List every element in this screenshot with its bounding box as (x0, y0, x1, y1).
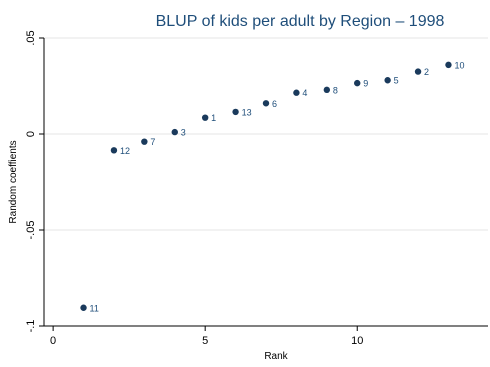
y-axis-ticks: -.1 -.05 0 .05 (25, 30, 44, 332)
data-point (354, 79, 361, 87)
data-point-label: 3 (181, 128, 186, 138)
data-point-label: 5 (394, 76, 399, 86)
data-point-label: 4 (302, 88, 307, 98)
data-point (110, 147, 118, 154)
data-point (323, 86, 331, 94)
x-tick-label: 0 (50, 335, 56, 347)
data-point-label: 8 (333, 85, 338, 95)
data-point (80, 304, 87, 311)
data-points: 11 12 7 3 1 13 6 4 8 9 5 2 10 (80, 60, 464, 313)
y-tick-label: -.1 (25, 320, 37, 333)
y-tick-label: -.05 (25, 221, 37, 240)
data-point-label: 13 (242, 107, 252, 117)
data-point (262, 100, 270, 107)
data-point-label: 11 (90, 303, 99, 313)
data-point-label: 6 (272, 99, 277, 109)
data-point (293, 89, 300, 96)
data-point-label: 12 (120, 146, 130, 156)
data-point (141, 138, 148, 145)
data-point-label: 7 (150, 137, 155, 147)
data-point-label: 2 (424, 67, 429, 77)
chart-title: BLUP of kids per adult by Region – 1998 (156, 13, 445, 30)
x-axis-label: Rank (264, 351, 288, 362)
data-point (414, 68, 422, 75)
data-point (171, 128, 178, 136)
data-point (384, 77, 391, 84)
y-tick-label: 0 (25, 131, 37, 137)
y-tick-label: .05 (25, 30, 37, 45)
data-point (445, 61, 452, 69)
x-axis-ticks: 0 5 10 (50, 326, 363, 347)
data-point-label: 1 (211, 113, 216, 123)
y-axis-label: Random coeffients (8, 140, 19, 223)
x-tick-label: 5 (202, 335, 208, 347)
data-point (232, 108, 239, 116)
data-point-label: 10 (454, 60, 464, 70)
data-point (201, 114, 209, 121)
data-point-label: 9 (363, 79, 368, 89)
x-tick-label: 10 (351, 335, 363, 347)
